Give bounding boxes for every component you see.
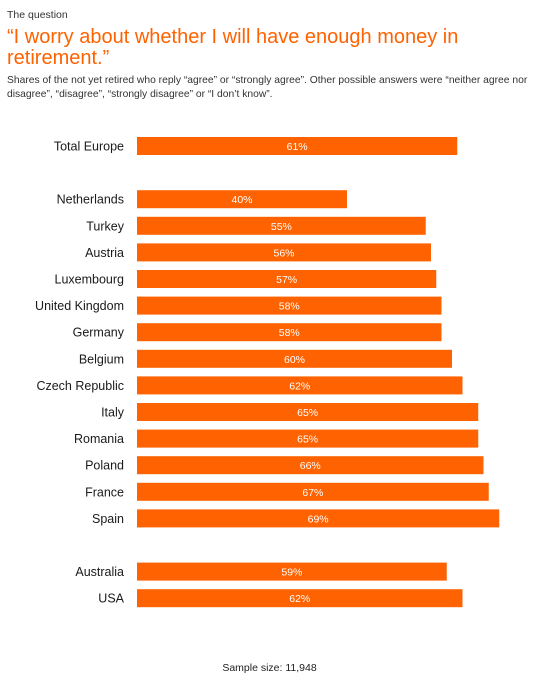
value-label-australia: 59% bbox=[281, 567, 302, 579]
bar-luxembourg bbox=[137, 270, 437, 288]
value-label-germany: 58% bbox=[279, 327, 300, 339]
bar-united-kingdom bbox=[137, 296, 442, 315]
value-label-austria: 56% bbox=[273, 247, 294, 259]
category-label-poland: Poland bbox=[85, 459, 124, 473]
kicker-text: The question bbox=[7, 9, 68, 21]
category-label-luxembourg: Luxembourg bbox=[55, 273, 125, 287]
value-label-netherlands: 40% bbox=[231, 194, 252, 206]
bar-poland bbox=[137, 456, 484, 475]
category-label-total-europe: Total Europe bbox=[54, 140, 124, 154]
category-label-usa: USA bbox=[98, 592, 124, 606]
value-label-luxembourg: 57% bbox=[276, 274, 297, 286]
value-label-usa: 62% bbox=[289, 593, 310, 605]
value-label-poland: 66% bbox=[300, 460, 321, 472]
bar-belgium bbox=[137, 349, 452, 368]
bar-austria bbox=[137, 243, 431, 262]
value-label-total-europe: 61% bbox=[287, 141, 308, 153]
bar-italy bbox=[137, 403, 479, 421]
bar-france bbox=[137, 482, 489, 501]
value-label-spain: 69% bbox=[308, 513, 329, 525]
bar-netherlands bbox=[137, 190, 347, 209]
value-label-romania: 65% bbox=[297, 434, 318, 446]
category-label-france: France bbox=[85, 485, 124, 499]
category-label-czech-republic: Czech Republic bbox=[36, 379, 124, 393]
category-label-united-kingdom: United Kingdom bbox=[35, 299, 124, 313]
value-label-france: 67% bbox=[302, 487, 323, 499]
value-label-united-kingdom: 58% bbox=[279, 301, 300, 313]
bar-czech-republic bbox=[137, 376, 463, 395]
value-label-italy: 65% bbox=[297, 407, 318, 419]
bar-turkey bbox=[137, 216, 426, 235]
value-label-turkey: 55% bbox=[271, 221, 292, 233]
category-label-netherlands: Netherlands bbox=[57, 193, 124, 207]
category-label-belgium: Belgium bbox=[79, 352, 124, 366]
category-label-austria: Austria bbox=[85, 246, 124, 260]
category-label-italy: Italy bbox=[101, 406, 125, 420]
sample-size-note: Sample size: 11,948 bbox=[222, 662, 317, 674]
value-label-czech-republic: 62% bbox=[289, 380, 310, 392]
bar-spain bbox=[137, 509, 500, 528]
bar-total-europe bbox=[137, 137, 458, 155]
bar-germany bbox=[137, 323, 442, 342]
bar-australia bbox=[137, 562, 447, 581]
value-label-belgium: 60% bbox=[284, 354, 305, 366]
chart-subtitle: Shares of the not yet retired who reply … bbox=[7, 75, 528, 100]
category-label-australia: Australia bbox=[75, 565, 124, 579]
category-label-romania: Romania bbox=[74, 432, 124, 446]
chart-title: “I worry about whether I will have enoug… bbox=[7, 26, 459, 69]
bar-romania bbox=[137, 429, 479, 448]
bar-usa bbox=[137, 589, 463, 608]
category-label-germany: Germany bbox=[73, 326, 125, 340]
category-label-turkey: Turkey bbox=[86, 219, 124, 233]
category-label-spain: Spain bbox=[92, 512, 124, 526]
